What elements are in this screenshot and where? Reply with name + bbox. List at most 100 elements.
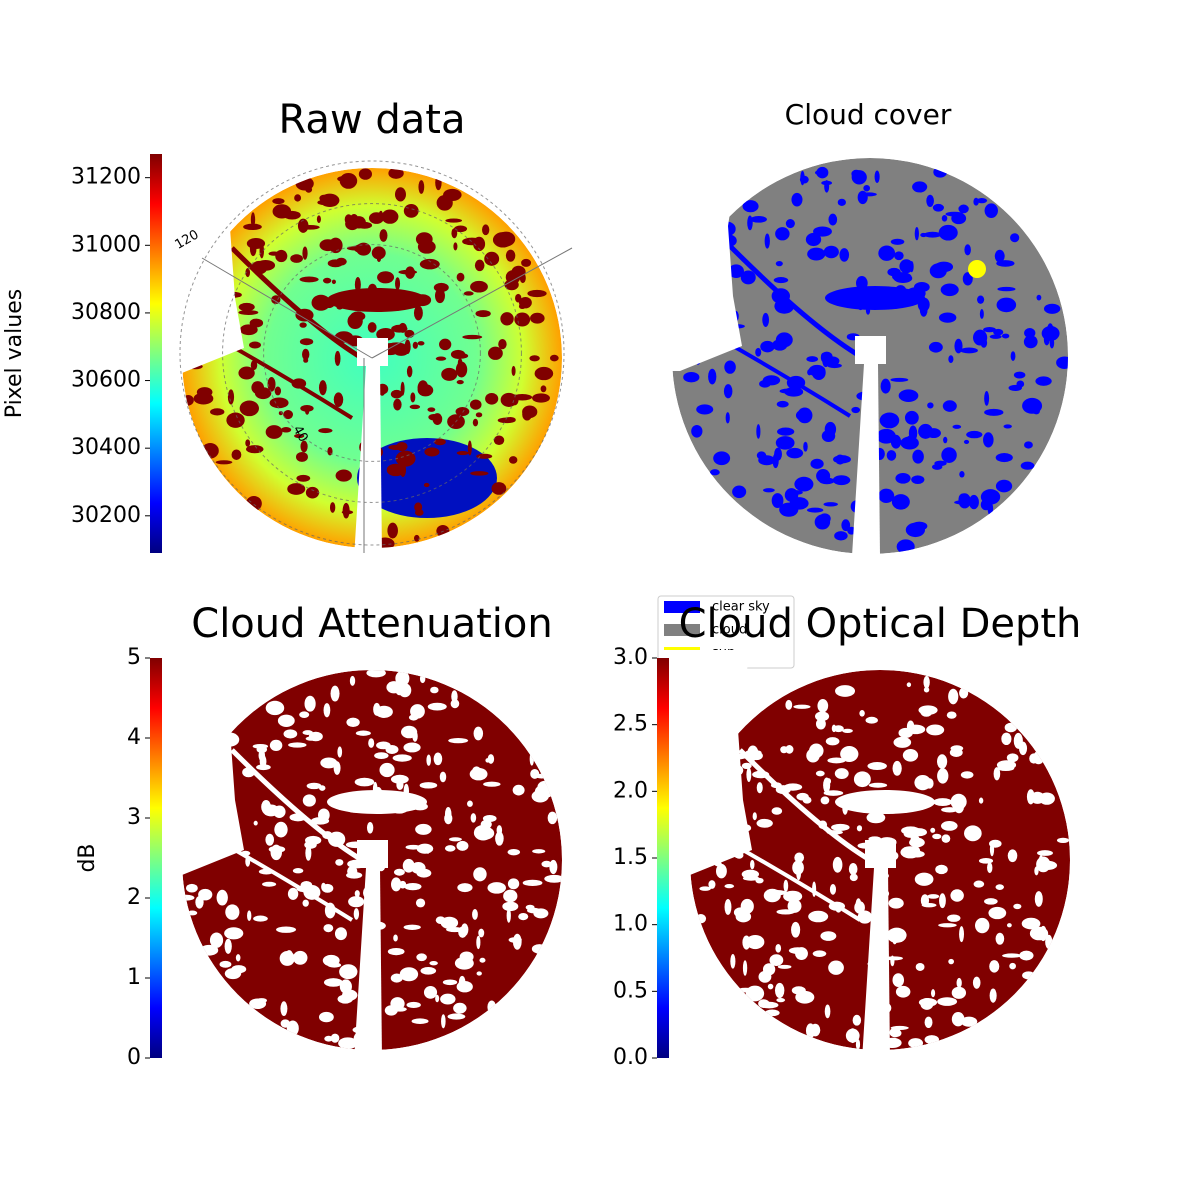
blob (509, 456, 518, 464)
blob (252, 743, 269, 749)
blob (876, 428, 896, 444)
blob (287, 483, 306, 495)
polar-ring (222, 203, 522, 503)
blob (861, 192, 877, 197)
blob (987, 862, 993, 874)
blob (935, 864, 948, 875)
blob (815, 770, 825, 777)
blob (964, 825, 982, 842)
blob (1006, 753, 1019, 763)
blob (786, 447, 804, 459)
blob (828, 213, 838, 226)
blob (914, 227, 919, 241)
blob (376, 741, 391, 750)
blob (345, 217, 360, 231)
blob (983, 432, 994, 448)
blob (824, 421, 837, 437)
blob (265, 700, 285, 716)
blob (898, 389, 919, 402)
blob (956, 977, 962, 988)
blob (292, 950, 308, 965)
blob (683, 371, 700, 383)
blob (239, 324, 258, 336)
blob (410, 704, 425, 719)
colorbar-tick-label: 1.0 (613, 912, 648, 937)
blob (393, 1006, 407, 1012)
blob (954, 338, 963, 354)
blob (419, 258, 440, 270)
blob (914, 872, 934, 886)
blob (762, 375, 781, 386)
blob (941, 214, 948, 222)
blob (433, 752, 443, 766)
mask (660, 650, 752, 875)
blob (488, 346, 503, 360)
blob (265, 425, 283, 439)
blob (759, 1001, 779, 1009)
colorbar-tick-label: 30800 (71, 300, 141, 325)
blob (448, 738, 469, 744)
blob (783, 879, 789, 892)
blob (814, 514, 831, 530)
blob (435, 175, 442, 191)
blob (806, 748, 820, 763)
blob (930, 989, 936, 998)
blob (937, 997, 958, 1006)
blob (450, 349, 466, 359)
blob (327, 288, 427, 312)
blob (791, 921, 801, 938)
colorbar-label: Pixel values (2, 289, 27, 418)
blob (815, 170, 824, 176)
blob (810, 458, 824, 469)
blob (786, 490, 803, 495)
blob (920, 998, 934, 1010)
blob (767, 983, 774, 990)
blob (959, 687, 969, 699)
blob (940, 283, 959, 297)
blob (249, 318, 264, 328)
blob (353, 908, 360, 920)
panel-title: Cloud Optical Depth (679, 601, 1082, 647)
blob (522, 408, 532, 421)
blob (1003, 424, 1012, 429)
sun (968, 260, 986, 278)
blob (796, 865, 802, 881)
blob (823, 777, 831, 794)
blob (283, 410, 294, 420)
blob (250, 360, 258, 371)
blob (278, 411, 283, 416)
blob (960, 347, 978, 354)
blob (243, 223, 262, 231)
blob (427, 702, 447, 711)
blob (342, 502, 350, 519)
blob (978, 858, 994, 864)
blob (912, 449, 924, 464)
blob (954, 500, 972, 505)
blob (366, 821, 374, 834)
blob (807, 247, 826, 261)
blob (892, 973, 905, 988)
blob (456, 840, 469, 851)
blob (803, 441, 808, 452)
blob (503, 889, 518, 903)
blob (403, 742, 421, 753)
blob (470, 471, 489, 476)
blob (295, 451, 308, 462)
blob (909, 260, 914, 273)
colorbar-tick-label: 0.5 (613, 978, 648, 1003)
panel: Cloud Optical Depth 0.0 0.5 1.0 1.5 2.0 2.5 3.0 (613, 601, 1081, 1070)
blob (386, 463, 405, 477)
blob (988, 906, 1007, 920)
blob (1030, 791, 1045, 804)
blob (269, 739, 283, 752)
blob (253, 820, 258, 826)
blob (319, 194, 329, 202)
blob (259, 754, 267, 768)
blob (491, 482, 507, 495)
blob (977, 295, 985, 304)
blob (226, 412, 245, 428)
blob (216, 889, 228, 906)
blob (330, 1033, 340, 1043)
blob (413, 305, 423, 321)
